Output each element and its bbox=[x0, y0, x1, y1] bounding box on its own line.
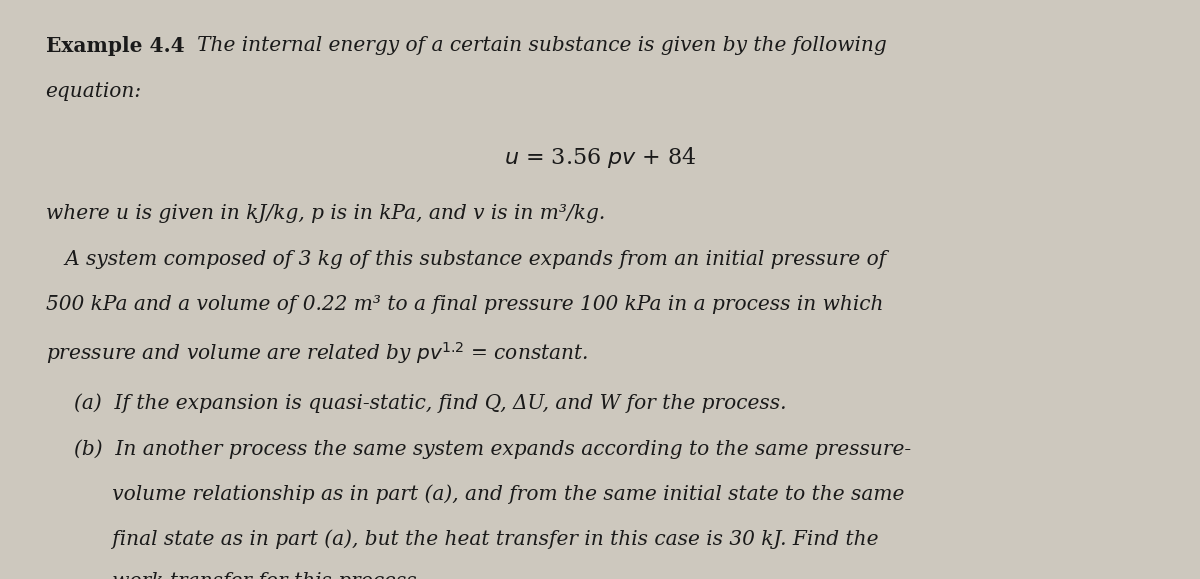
Text: The internal energy of a certain substance is given by the following: The internal energy of a certain substan… bbox=[178, 36, 887, 55]
Text: 500 kPa and a volume of 0.22 m³ to a final pressure 100 kPa in a process in whic: 500 kPa and a volume of 0.22 m³ to a fin… bbox=[46, 295, 883, 314]
Text: A system composed of 3 kg of this substance expands from an initial pressure of: A system composed of 3 kg of this substa… bbox=[46, 250, 886, 269]
Text: (a)  If the expansion is quasi-static, find Q, ΔU, and W for the process.: (a) If the expansion is quasi-static, fi… bbox=[74, 394, 787, 413]
Text: Example 4.4: Example 4.4 bbox=[46, 36, 185, 56]
Text: final state as in part (a), but the heat transfer in this case is 30 kJ. Find th: final state as in part (a), but the heat… bbox=[74, 529, 878, 549]
Text: where u is given in kJ/kg, p is in kPa, and v is in m³/kg.: where u is given in kJ/kg, p is in kPa, … bbox=[46, 204, 605, 223]
Text: (b)  In another process the same system expands according to the same pressure-: (b) In another process the same system e… bbox=[74, 439, 912, 459]
Text: equation:: equation: bbox=[46, 82, 142, 101]
Text: pressure and volume are related by $pv^{1.2}$ = constant.: pressure and volume are related by $pv^{… bbox=[46, 340, 588, 367]
Text: volume relationship as in part (a), and from the same initial state to the same: volume relationship as in part (a), and … bbox=[74, 484, 905, 504]
Text: work transfer for this process.: work transfer for this process. bbox=[74, 572, 424, 579]
Text: $u$ = 3.56 $pv$ + 84: $u$ = 3.56 $pv$ + 84 bbox=[504, 145, 696, 170]
